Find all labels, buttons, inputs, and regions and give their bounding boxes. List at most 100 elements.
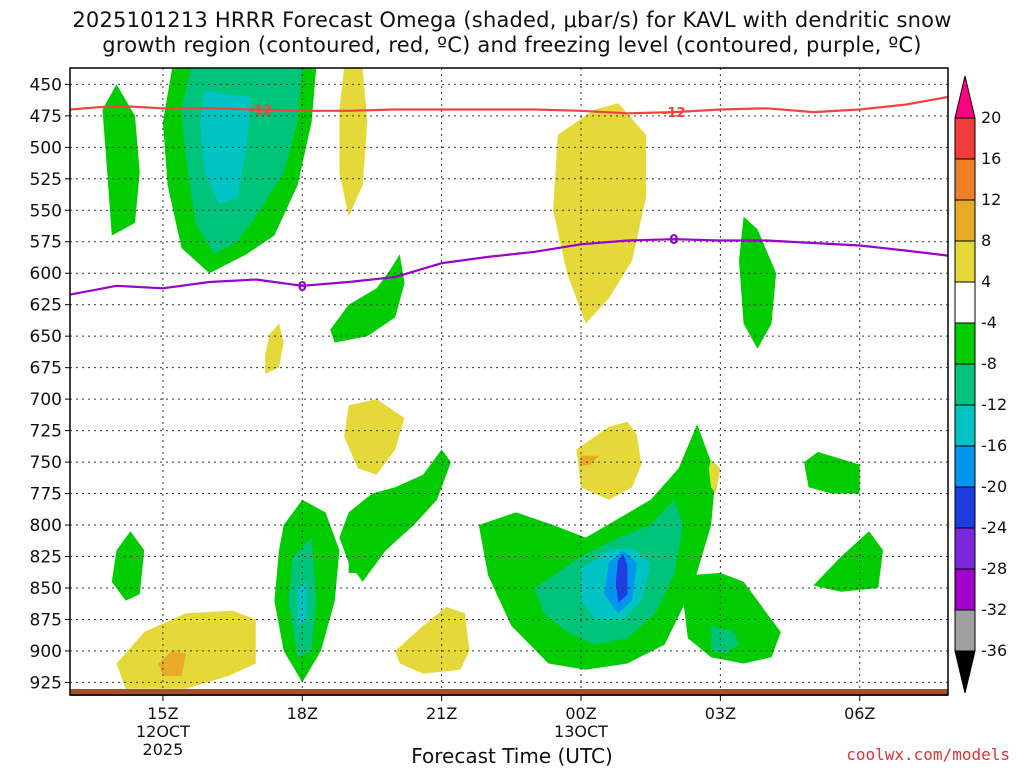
omega-region-0 (102, 84, 140, 236)
omega-region-4 (339, 68, 368, 217)
y-tick-650: 650 (30, 327, 62, 347)
omega-region-11 (581, 455, 600, 466)
colorbar-label-16: 16 (981, 149, 1001, 168)
colorbar-label--8: -8 (981, 354, 997, 373)
colorbar-bin-6 (954, 363, 976, 406)
omega-region-7 (739, 216, 777, 349)
y-tick-750: 750 (30, 453, 62, 473)
plot-border (69, 67, 949, 696)
y-tick-675: 675 (30, 359, 62, 379)
x-tick-15Z-line1: 12OCT (136, 722, 190, 741)
colorbar-label-20: 20 (981, 108, 1001, 127)
freezing-level-0-label: 0 (298, 280, 307, 295)
colorbar-bin-11 (954, 568, 976, 611)
y-tick-500: 500 (30, 138, 62, 158)
colorbar-label--36: -36 (981, 641, 1007, 660)
colorbar-bin-8 (954, 445, 976, 488)
colorbar-bin-9 (954, 486, 976, 529)
colorbar-bin-4 (954, 281, 976, 324)
omega-region-22 (711, 625, 739, 654)
colorbar-label--32: -32 (981, 600, 1007, 619)
omega-region-12 (339, 449, 451, 582)
colorbar-label--12: -12 (981, 395, 1007, 414)
y-tick-550: 550 (30, 201, 62, 221)
y-tick-450: 450 (30, 75, 62, 95)
colorbar-label--4: -4 (981, 313, 997, 332)
y-tick-775: 775 (30, 485, 62, 505)
omega-region-20 (615, 554, 628, 604)
y-tick-800: 800 (30, 516, 62, 536)
dgz-minus12-label: -12 (662, 106, 686, 121)
y-tick-725: 725 (30, 422, 62, 442)
omega-region-5 (553, 103, 646, 324)
x-axis-title: Forecast Time (UTC) (411, 744, 613, 768)
colorbar-bin-7 (954, 404, 976, 447)
x-tick-15Z-line2: 2025 (143, 740, 184, 759)
omega-region-24 (813, 531, 883, 592)
y-tick-900: 900 (30, 642, 62, 662)
y-tick-600: 600 (30, 264, 62, 284)
y-tick-700: 700 (30, 390, 62, 410)
omega-region-28 (116, 610, 256, 689)
ground-band (70, 689, 948, 696)
x-tick-00Z-line0: 00Z (565, 704, 596, 723)
y-tick-475: 475 (30, 107, 62, 127)
y-tick-525: 525 (30, 170, 62, 190)
omega-region-30 (395, 606, 470, 674)
x-tick-06Z-line0: 06Z (844, 704, 875, 723)
plot-frame (69, 67, 949, 696)
omega-shaded-field (102, 68, 883, 689)
colorbar-bin-0 (954, 117, 976, 160)
x-tick-00Z-line1: 13OCT (554, 722, 608, 741)
colorbar-label-12: 12 (981, 190, 1001, 209)
x-tick-21Z-line0: 21Z (426, 704, 457, 723)
omega-region-3 (200, 90, 252, 204)
chart-title-line1: 2025101213 HRRR Forecast Omega (shaded, … (72, 8, 952, 32)
colorbar-label--28: -28 (981, 559, 1007, 578)
y-tick-825: 825 (30, 548, 62, 568)
y-tick-875: 875 (30, 610, 62, 630)
colorbar-label--16: -16 (981, 436, 1007, 455)
credit-text[interactable]: coolwx.com/models (846, 745, 1010, 764)
colorbar-bin-3 (954, 240, 976, 283)
omega-region-9 (344, 399, 405, 475)
omega-region-27 (348, 550, 358, 573)
ground-surface (70, 689, 948, 696)
y-tick-625: 625 (30, 296, 62, 316)
y-tick-575: 575 (30, 233, 62, 253)
omega-region-26 (111, 531, 145, 601)
colorbar-bin-10 (954, 527, 976, 570)
omega-region-29 (158, 650, 187, 677)
colorbar-bottom-triangle (954, 650, 976, 694)
omega-region-10 (576, 421, 642, 500)
omega-region-23 (804, 452, 860, 494)
dgz-minus12-line (70, 95, 948, 115)
y-axis-ticks: 450 475 500 525 550 575 600 625 650 675 700 725 750 7… (30, 75, 70, 693)
colorbar-label-8: 8 (981, 231, 991, 250)
omega-region-25 (708, 459, 721, 494)
temperature-contours: -12 -12 0 0 (70, 95, 948, 296)
colorbar-bin-2 (954, 199, 976, 242)
colorbar-bin-12 (954, 609, 976, 652)
x-tick-18Z-line0: 18Z (287, 704, 318, 723)
x-tick-03Z-line0: 03Z (705, 704, 736, 723)
y-tick-850: 850 (30, 579, 62, 599)
chart-title-line2: growth region (contoured, red, ºC) and f… (102, 33, 922, 57)
omega-region-21 (683, 572, 781, 664)
freezing-level-0-label: 0 (669, 233, 678, 248)
omega-region-8 (265, 323, 284, 374)
colorbar-bin-1 (954, 158, 976, 201)
colorbar-top-triangle (954, 75, 976, 119)
colorbar-bin-5 (954, 322, 976, 365)
colorbar-label--24: -24 (981, 518, 1007, 537)
freezing-level-0-line (70, 238, 948, 296)
dgz-minus12-label: -12 (249, 104, 273, 119)
colorbar-label-4: 4 (981, 272, 991, 291)
grid-lines (70, 68, 948, 695)
colorbar: 20 16 12 8 4 -4 -8 -12 -16 -20 -24 -28 -32 -36 (954, 75, 1007, 694)
x-tick-15Z-line0: 15Z (147, 704, 178, 723)
omega-region-6 (330, 254, 405, 343)
y-tick-925: 925 (30, 673, 62, 693)
